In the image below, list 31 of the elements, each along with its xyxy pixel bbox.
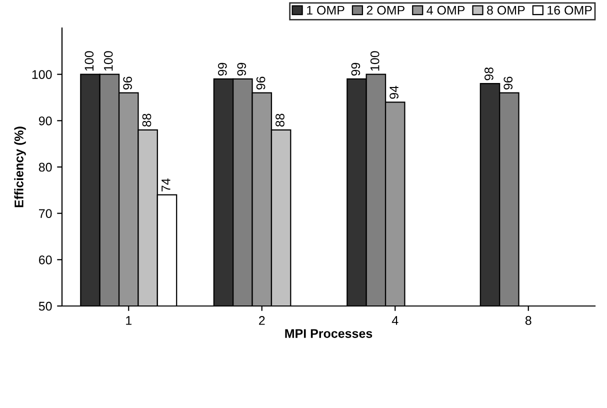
data-label: 100 bbox=[104, 51, 113, 71]
data-label: 88 bbox=[142, 114, 152, 127]
legend-label: 4 OMP bbox=[426, 6, 465, 15]
legend-label: 1 OMP bbox=[307, 6, 344, 15]
x-tick-label: 2 bbox=[259, 316, 265, 325]
y-tick-label: 80 bbox=[38, 162, 52, 172]
data-label: 96 bbox=[256, 76, 266, 90]
x-tick-label: 1 bbox=[126, 316, 132, 325]
y-axis-title: Efficiency (%) bbox=[14, 126, 26, 208]
data-label: 99 bbox=[351, 62, 360, 76]
x-axis-title: MPI Processes bbox=[285, 329, 372, 338]
y-tick-label: 70 bbox=[39, 209, 52, 218]
data-label: 99 bbox=[237, 62, 246, 76]
data-label: 100 bbox=[370, 51, 380, 71]
data-label: 100 bbox=[84, 51, 94, 71]
data-label: 96 bbox=[504, 76, 513, 90]
data-label: 94 bbox=[390, 86, 398, 99]
data-label: 99 bbox=[218, 62, 227, 76]
data-label: 96 bbox=[123, 76, 132, 90]
y-tick-label: 60 bbox=[39, 255, 52, 264]
x-tick-label: 8 bbox=[525, 316, 532, 325]
data-label: 98 bbox=[484, 67, 494, 80]
data-label: 74 bbox=[162, 178, 170, 192]
y-tick-label: 50 bbox=[38, 302, 52, 311]
legend-label: 16 OMP bbox=[548, 6, 592, 15]
y-tick-label: 90 bbox=[38, 116, 52, 126]
legend-label: 2 OMP bbox=[366, 6, 404, 15]
x-tick-label: 4 bbox=[392, 316, 398, 325]
legend-label: 8 OMP bbox=[487, 6, 525, 15]
y-tick-label: 100 bbox=[32, 70, 52, 79]
data-label: 88 bbox=[276, 114, 284, 127]
